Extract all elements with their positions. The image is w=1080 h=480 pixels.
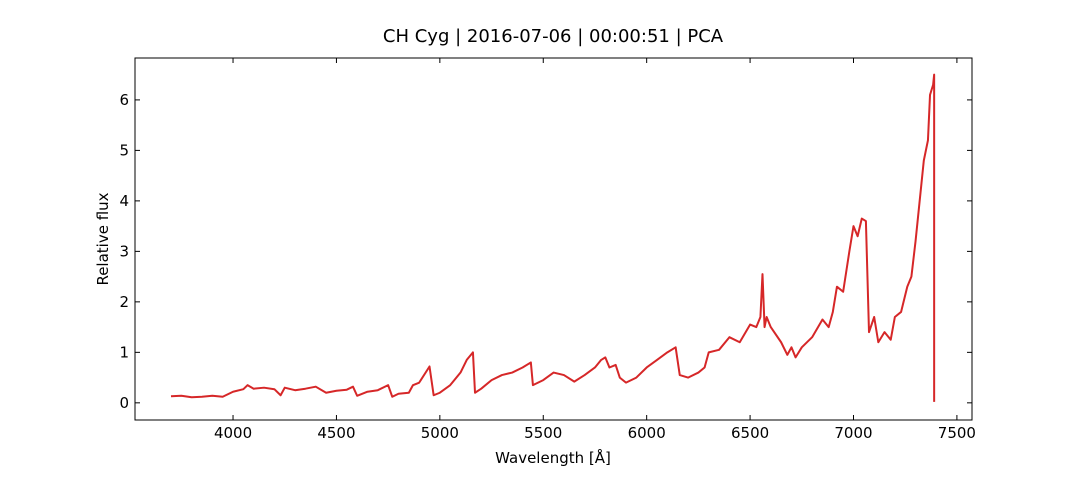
plot-frame	[134, 57, 973, 421]
x-tick-label: 6500	[731, 424, 769, 442]
x-tick-label: 7000	[834, 424, 872, 442]
y-tick-label: 5	[119, 141, 129, 159]
x-tick-label: 5000	[421, 424, 459, 442]
x-axis-label: Wavelength [Å]	[495, 448, 611, 467]
x-tick-label: 4500	[317, 424, 355, 442]
x-tick-label: 7500	[938, 424, 976, 442]
chart-title: CH Cyg | 2016-07-06 | 00:00:51 | PCA	[383, 26, 724, 47]
y-axis-label: Relative flux	[94, 192, 112, 285]
y-tick-label: 3	[119, 242, 129, 260]
y-tick-label: 1	[119, 343, 129, 361]
spectrum-line	[170, 73, 936, 402]
x-tick-label: 5500	[524, 424, 562, 442]
x-tick-label: 4000	[214, 424, 252, 442]
y-tick-label: 0	[119, 394, 129, 412]
x-tick-label: 6000	[628, 424, 666, 442]
y-tick-label: 6	[119, 91, 129, 109]
y-tick-label: 4	[119, 192, 129, 210]
y-tick-label: 2	[119, 293, 129, 311]
